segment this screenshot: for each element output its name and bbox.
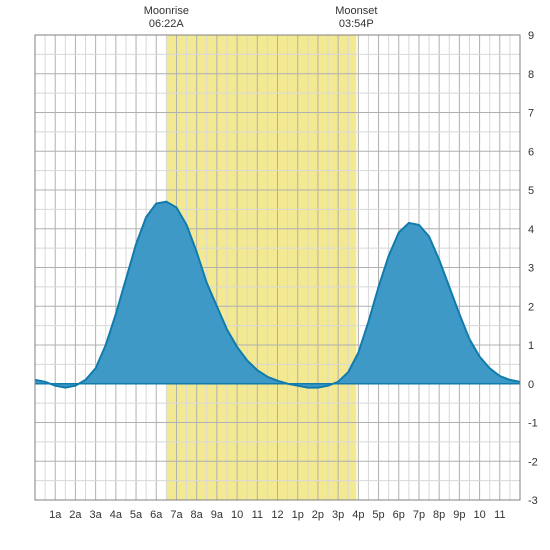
y-tick-label: 6 — [528, 146, 534, 158]
y-tick-label: 8 — [528, 69, 534, 81]
x-tick-label: 4p — [352, 509, 364, 521]
x-tick-label: 4a — [110, 509, 123, 521]
x-tick-label: 2a — [69, 509, 82, 521]
y-tick-label: 5 — [528, 185, 534, 197]
tide-moon-chart: -3-2-101234567891a2a3a4a5a6a7a8a9a101112… — [0, 0, 550, 550]
x-tick-label: 5p — [372, 509, 384, 521]
x-tick-label: 11 — [252, 509, 263, 521]
x-tick-label: 6a — [150, 509, 163, 521]
x-tick-label: 8a — [191, 509, 204, 521]
chart-svg: -3-2-101234567891a2a3a4a5a6a7a8a9a101112… — [0, 0, 550, 550]
y-tick-label: -1 — [528, 418, 538, 430]
y-tick-label: -2 — [528, 456, 538, 468]
x-tick-label: 1a — [49, 509, 62, 521]
x-tick-label: 10 — [231, 509, 243, 521]
moonrise-label: Moonrise — [144, 5, 189, 17]
y-tick-label: 4 — [528, 224, 534, 236]
x-tick-label: 8p — [433, 509, 445, 521]
x-tick-label: 7a — [170, 509, 183, 521]
moonset-label: Moonset — [335, 5, 377, 17]
y-tick-label: 2 — [528, 301, 534, 313]
x-tick-label: 1p — [292, 509, 304, 521]
x-tick-label: 12 — [271, 509, 283, 521]
x-tick-label: 9a — [211, 509, 224, 521]
moonrise-time: 06:22A — [149, 18, 185, 30]
x-tick-label: 3p — [332, 509, 344, 521]
x-tick-label: 2p — [312, 509, 324, 521]
x-tick-label: 7p — [413, 509, 425, 521]
y-tick-label: 0 — [528, 379, 534, 391]
y-tick-label: -3 — [528, 495, 538, 507]
y-tick-label: 7 — [528, 108, 534, 120]
y-tick-label: 3 — [528, 263, 534, 275]
y-tick-label: 1 — [528, 340, 534, 352]
x-tick-label: 9p — [453, 509, 465, 521]
x-tick-label: 11 — [494, 509, 505, 521]
moonset-time: 03:54P — [339, 18, 374, 30]
x-tick-label: 5a — [130, 509, 143, 521]
x-tick-label: 10 — [473, 509, 485, 521]
y-tick-label: 9 — [528, 30, 534, 42]
x-tick-label: 6p — [393, 509, 405, 521]
x-tick-label: 3a — [90, 509, 103, 521]
